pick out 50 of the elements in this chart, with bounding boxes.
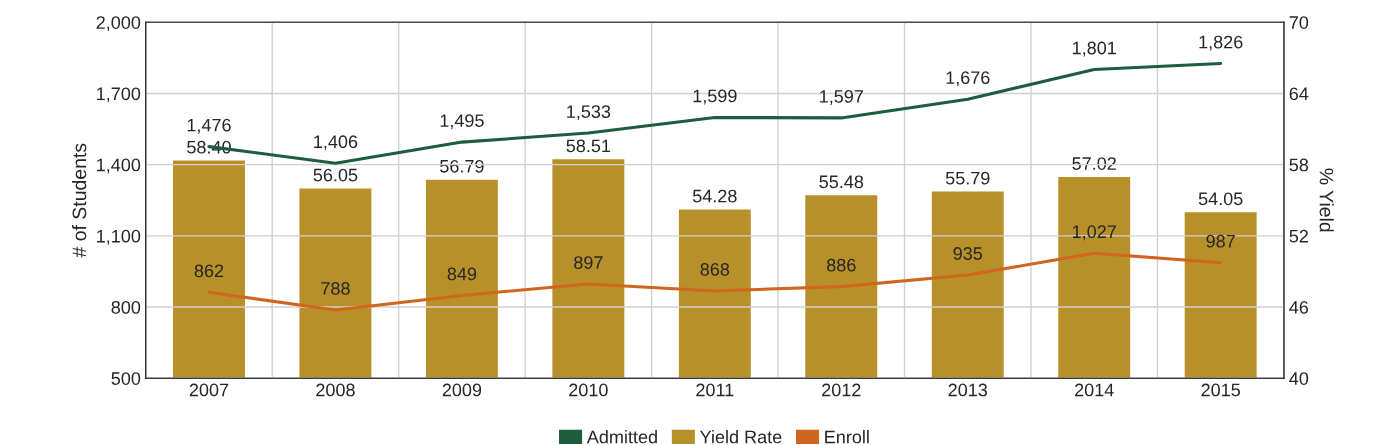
data-label: 987 xyxy=(1206,234,1235,248)
data-label: 1,801 xyxy=(1072,41,1116,57)
data-label: 56.05 xyxy=(313,168,358,182)
data-label: 788 xyxy=(321,282,350,295)
x-tick-label: 2014 xyxy=(1075,383,1114,397)
data-label: 54.28 xyxy=(692,189,737,203)
data-label: 897 xyxy=(574,256,603,269)
data-label: 1,495 xyxy=(440,114,484,130)
x-tick-label: 2010 xyxy=(569,383,608,397)
data-label: 58.51 xyxy=(566,139,611,153)
data-label: 1,476 xyxy=(187,118,231,134)
data-label: 55.79 xyxy=(945,171,990,185)
data-label: 1,406 xyxy=(314,135,358,151)
x-tick-label: 2008 xyxy=(316,383,355,397)
x-tick-label: 2011 xyxy=(696,383,734,397)
legend-label: Enroll xyxy=(825,430,869,444)
data-label: 1,826 xyxy=(1199,35,1243,51)
y2-axis-title: % Yield xyxy=(1319,168,1334,232)
y-tick-label: 2,000 xyxy=(96,16,141,32)
data-label: 935 xyxy=(953,247,983,260)
data-label: 56.79 xyxy=(440,159,484,173)
x-tick-label: 2007 xyxy=(189,383,229,397)
y2-tick-label: 64 xyxy=(1289,87,1309,101)
y-tick-label: 500 xyxy=(111,372,141,385)
data-label: 1,676 xyxy=(946,71,990,87)
data-label: 868 xyxy=(700,263,730,276)
y2-tick-label: 46 xyxy=(1289,300,1309,314)
y2-tick-label: 70 xyxy=(1289,16,1309,29)
legend-label: Yield Rate xyxy=(699,430,782,444)
data-label: 1,597 xyxy=(820,90,863,105)
x-tick-label: 2009 xyxy=(442,383,482,397)
y2-tick-label: 52 xyxy=(1289,229,1308,243)
y-tick-label: 1,400 xyxy=(97,158,141,174)
data-label: 886 xyxy=(827,258,856,272)
x-tick-label: 2015 xyxy=(1201,383,1240,397)
data-label: 862 xyxy=(194,264,224,278)
x-tick-label: 2013 xyxy=(948,383,988,397)
y2-tick-label: 40 xyxy=(1289,372,1309,385)
data-label: 849 xyxy=(447,267,477,281)
y-axis-title: # of Students xyxy=(72,143,87,258)
data-label: 1,533 xyxy=(567,105,611,121)
data-label: 55.48 xyxy=(819,175,864,189)
y2-tick-label: 58 xyxy=(1289,158,1309,172)
y-tick-label: 1,100 xyxy=(97,229,141,245)
legend-label: Admitted xyxy=(586,430,657,444)
data-label: 54.05 xyxy=(1198,192,1243,206)
x-tick-label: 2012 xyxy=(822,383,861,397)
data-label: 1,599 xyxy=(693,89,737,105)
y-tick-label: 1,700 xyxy=(97,87,141,103)
y-tick-label: 800 xyxy=(111,300,141,314)
